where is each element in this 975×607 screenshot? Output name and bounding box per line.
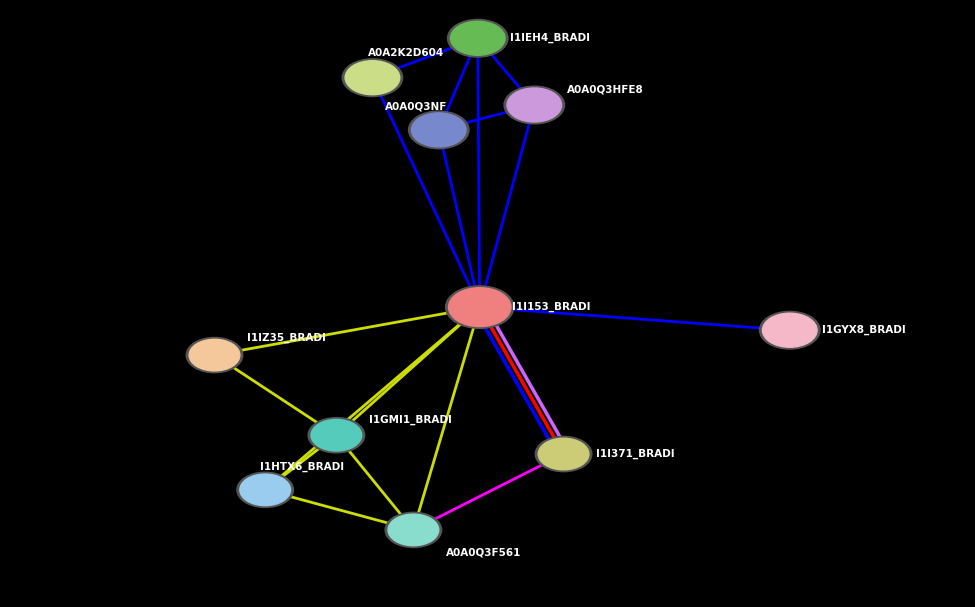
Text: A0A0Q3HFE8: A0A0Q3HFE8 (566, 85, 644, 95)
Circle shape (311, 419, 362, 451)
Text: I1I153_BRADI: I1I153_BRADI (512, 302, 591, 312)
Circle shape (538, 438, 589, 470)
Circle shape (535, 436, 592, 472)
Circle shape (760, 311, 820, 349)
Circle shape (186, 337, 243, 373)
Text: I1IEH4_BRADI: I1IEH4_BRADI (510, 33, 590, 43)
Text: I1GYX8_BRADI: I1GYX8_BRADI (822, 325, 906, 335)
Circle shape (388, 514, 439, 546)
Circle shape (450, 21, 505, 55)
Circle shape (507, 88, 562, 122)
Circle shape (411, 113, 466, 147)
Circle shape (342, 59, 403, 97)
Circle shape (385, 512, 442, 548)
Circle shape (446, 286, 514, 328)
Text: I1IZ35_BRADI: I1IZ35_BRADI (247, 333, 326, 343)
Circle shape (308, 418, 365, 453)
Text: A0A0Q3NF: A0A0Q3NF (385, 102, 448, 112)
Circle shape (240, 474, 291, 506)
Circle shape (409, 111, 469, 149)
Circle shape (237, 472, 293, 507)
Circle shape (448, 288, 511, 327)
Text: I1I371_BRADI: I1I371_BRADI (596, 449, 675, 459)
Text: I1GMI1_BRADI: I1GMI1_BRADI (369, 415, 451, 425)
Circle shape (762, 313, 817, 347)
Circle shape (189, 339, 240, 371)
Circle shape (504, 86, 565, 124)
Circle shape (448, 19, 508, 57)
Text: I1HTX6_BRADI: I1HTX6_BRADI (260, 462, 344, 472)
Text: A0A0Q3F561: A0A0Q3F561 (446, 548, 521, 558)
Circle shape (345, 61, 400, 95)
Text: A0A2K2D604: A0A2K2D604 (368, 49, 444, 58)
